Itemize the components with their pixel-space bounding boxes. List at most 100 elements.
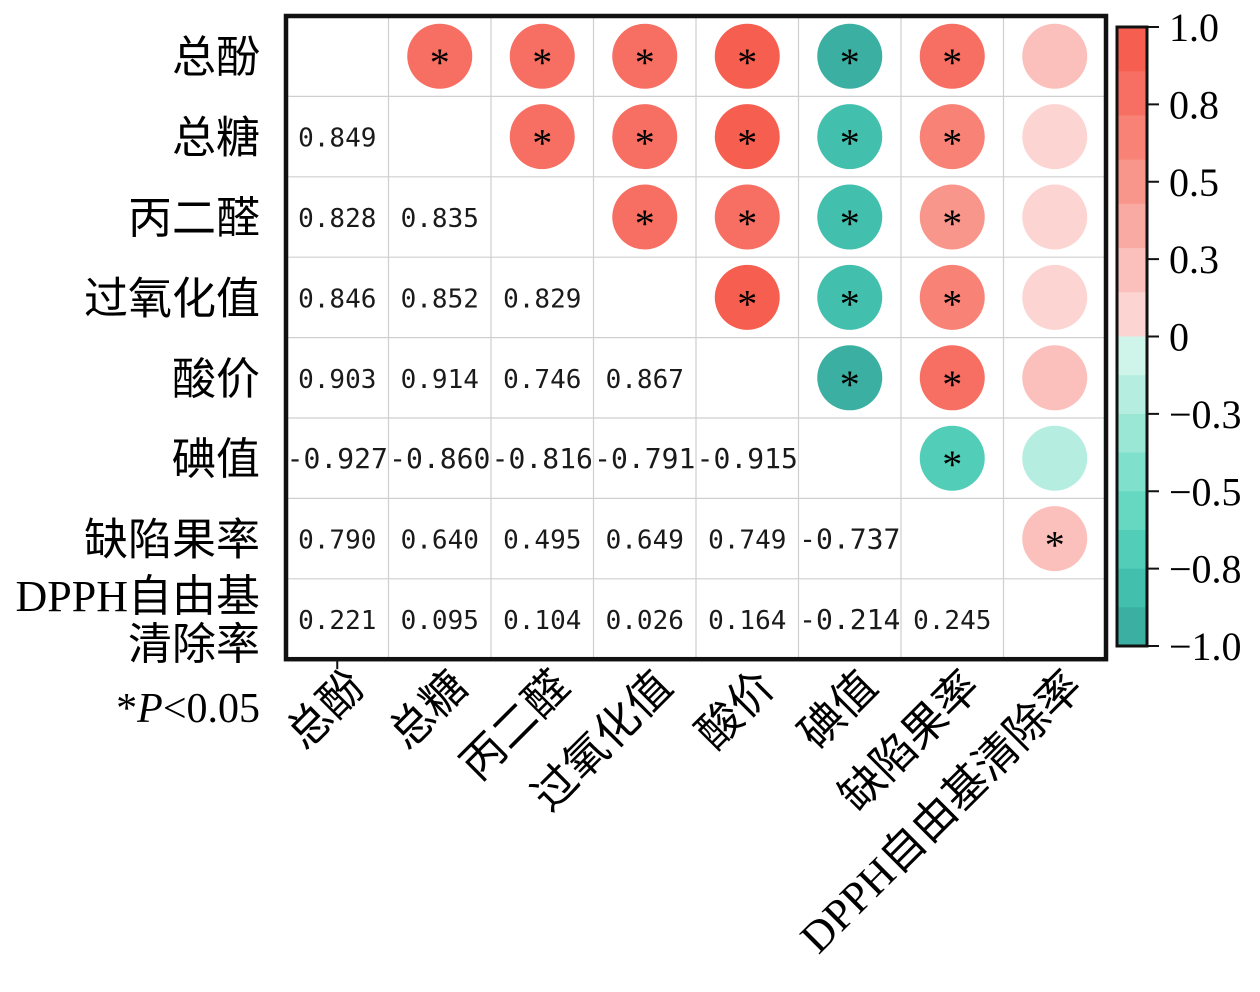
row-label: 缺陷果率 [84, 516, 260, 565]
significance-star: * [430, 40, 450, 85]
correlation-circle [919, 264, 985, 330]
correlation-circle [714, 104, 780, 170]
correlation-circle [1022, 506, 1088, 572]
value-label: -0.915 [697, 442, 798, 475]
colorbar-tick-label: 0.3 [1169, 237, 1219, 282]
correlation-circle [817, 264, 883, 330]
colorbar-band-positive [1117, 27, 1147, 72]
row-label: 酸价 [172, 355, 260, 404]
value-label: -0.214 [799, 603, 900, 636]
colorbar-tick-label: 0.5 [1169, 160, 1219, 205]
colorbar-band-negative [1117, 529, 1147, 570]
correlation-circle [714, 264, 780, 330]
value-label: -0.737 [799, 523, 900, 556]
colorbar-band-positive [1117, 71, 1147, 117]
row-label: 清除率 [128, 620, 260, 669]
colorbar-band-negative [1117, 452, 1147, 492]
significance-star: * [840, 281, 860, 326]
colorbar-tick-label: 1.0 [1169, 5, 1219, 50]
colorbar-band-negative [1117, 336, 1147, 376]
value-label: 0.914 [401, 365, 479, 395]
correlation-circle [612, 184, 678, 250]
significance-star: * [942, 442, 962, 487]
significance-star: * [532, 40, 552, 85]
significance-star: * [532, 121, 552, 166]
value-label: -0.860 [389, 442, 490, 475]
significance-star: * [737, 281, 757, 326]
colorbar-band-negative [1117, 491, 1147, 531]
value-label: 0.104 [503, 606, 581, 636]
correlation-circle [714, 23, 780, 89]
value-label: 0.867 [606, 365, 684, 395]
gridlines [286, 16, 1106, 660]
colorbar-band-positive [1117, 292, 1147, 338]
significance-star: * [942, 40, 962, 85]
value-label: 0.903 [298, 365, 376, 395]
colorbar-tick-label: −0.3 [1169, 392, 1242, 437]
correlation-circle [509, 104, 575, 170]
value-label: 0.495 [503, 526, 581, 556]
colorbar-band-negative [1117, 568, 1147, 608]
row-label: 碘值 [172, 435, 260, 484]
correlation-circle [919, 184, 985, 250]
significance-star: * [1045, 523, 1065, 568]
value-label: 0.846 [298, 284, 376, 314]
significance-star: * [942, 281, 962, 326]
significance-star: * [635, 40, 655, 85]
row-label: DPPH自由基 [16, 572, 261, 621]
plot-frame [283, 13, 1109, 662]
colorbar-tick-label: 0.8 [1169, 82, 1219, 127]
correlation-circle [817, 184, 883, 250]
value-label: 0.164 [708, 606, 786, 636]
colorbar-tick-label: −1.0 [1169, 624, 1242, 669]
significance-note-suffix: <0.05 [163, 686, 260, 732]
correlation-circle [817, 345, 883, 411]
column-label: 总酚 [277, 662, 374, 759]
row-label: 总酚 [172, 33, 260, 82]
significance-star: * [840, 362, 860, 407]
correlation-circle [509, 23, 575, 89]
value-label: 0.245 [913, 606, 991, 636]
correlation-circle [817, 104, 883, 170]
colorbar-tick-label: −0.8 [1169, 547, 1242, 592]
significance-star: * [737, 121, 757, 166]
significance-star: * [942, 201, 962, 246]
value-label: 0.852 [401, 284, 479, 314]
value-label: 0.835 [401, 204, 479, 234]
value-label: 0.649 [606, 526, 684, 556]
correlation-circle [1022, 264, 1088, 330]
colorbar-band-negative [1117, 607, 1147, 647]
colorbar-band-positive [1117, 248, 1147, 293]
significance-star: * [635, 201, 655, 246]
value-label: 0.640 [401, 526, 479, 556]
value-label: 0.746 [503, 365, 581, 395]
value-label: 0.026 [606, 606, 684, 636]
heatmap-cells: * * * * * * 0.849 * * * * * 0.828 0.835 * * * * 0.846 0.852… [287, 23, 1088, 636]
correlation-circle [919, 104, 985, 170]
value-label: 0.829 [503, 284, 581, 314]
significance-star: * [942, 362, 962, 407]
correlation-circle [1022, 23, 1088, 89]
colorbar-band-positive [1117, 203, 1147, 249]
significance-star: * [840, 121, 860, 166]
value-label: 0.095 [401, 606, 479, 636]
value-label: 0.849 [298, 124, 376, 154]
significance-star: * [737, 201, 757, 246]
correlation-circle [919, 425, 985, 491]
value-label: 0.790 [298, 526, 376, 556]
significance-star: * [737, 40, 757, 85]
row-label: 丙二醛 [128, 194, 260, 243]
correlation-circle [1022, 184, 1088, 250]
value-label: -0.791 [594, 442, 695, 475]
colorbar-band-positive [1117, 159, 1147, 205]
row-label: 总糖 [172, 114, 260, 163]
colorbar-band-negative [1117, 375, 1147, 415]
significance-star: * [942, 121, 962, 166]
value-label: 0.749 [708, 526, 786, 556]
colorbar-band-negative [1117, 413, 1147, 454]
colorbar-band-positive [1117, 115, 1147, 161]
significance-note-prefix: * [116, 686, 137, 732]
colorbar-tick-label: −0.5 [1169, 469, 1242, 514]
correlation-circle [919, 345, 985, 411]
